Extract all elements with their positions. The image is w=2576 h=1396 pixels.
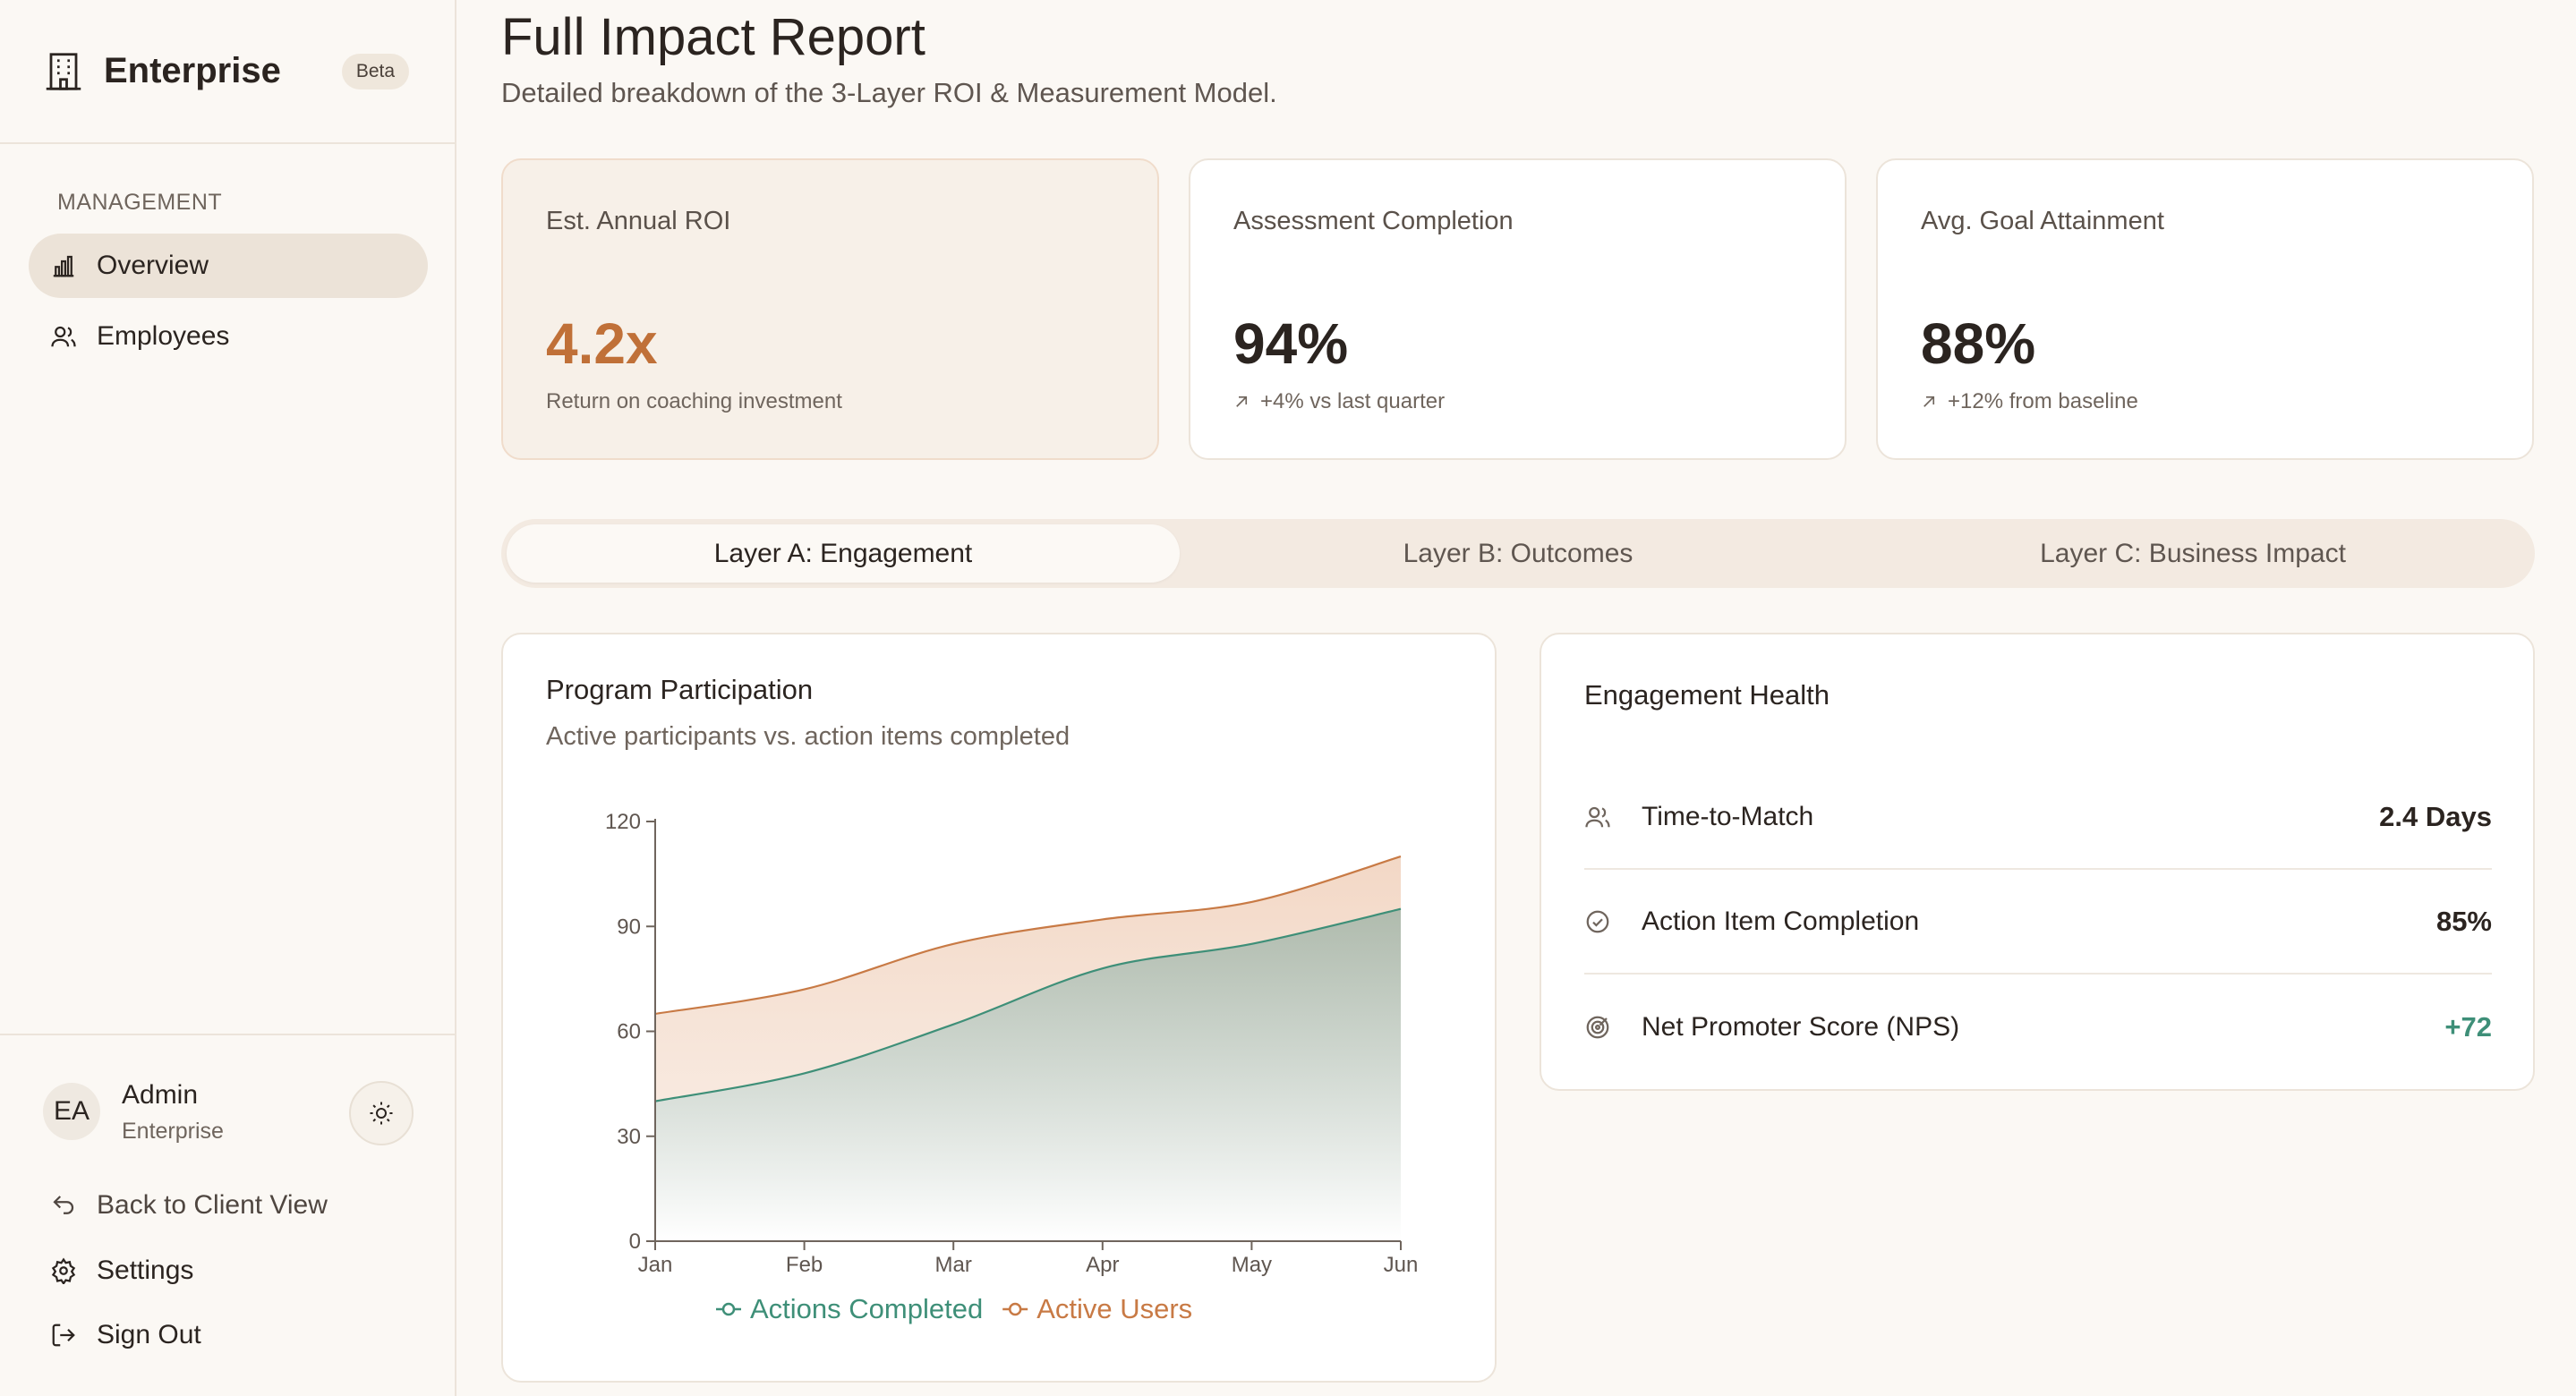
y-tick-label: 0 [629,1230,641,1254]
series-line-actions-completed [654,907,1402,1102]
sidebar-footer-divider [0,1034,455,1035]
kpi-note-text: +4% vs last quarter [1260,389,1446,413]
y-tick-label: 120 [605,810,641,834]
link-label: Sign Out [97,1320,201,1349]
metric-action-item-completion: Action Item Completion 85% [1584,870,2492,975]
program-participation-card: Program Participation Active participant… [501,633,1497,1383]
x-tick-label: Jun [1384,1253,1419,1277]
y-tick-label: 30 [617,1125,641,1149]
kpi-note: +12% from baseline [1921,389,2138,414]
link-label: Settings [97,1256,194,1285]
link-label: Back to Client View [97,1190,328,1220]
legend-label: Actions Completed [750,1293,983,1324]
kpi-value: 94% [1233,311,1349,376]
x-tick-label: May [1232,1253,1272,1277]
user-org: Enterprise [122,1119,224,1144]
card-subtitle: Active participants vs. action items com… [546,722,1070,751]
legend-swatch-marker [1008,1302,1022,1316]
sign-out-icon [52,1324,75,1347]
x-tick-label: Apr [1086,1253,1119,1277]
metric-value: +72 [2444,1010,2492,1043]
layer-tabs: Layer A: Engagement Layer B: Outcomes La… [501,519,2535,588]
beta-badge: Beta [341,53,410,89]
kpi-note: Return on coaching investment [546,389,842,414]
sidebar-item-label: Employees [97,321,230,351]
kpi-title: Assessment Completion [1233,207,1514,235]
legend-label: Active Users [1036,1293,1192,1324]
legend-swatch-marker [721,1302,736,1316]
x-tick-label: Mar [935,1253,972,1277]
series-area-actions-completed [655,908,1401,1241]
kpi-note-text: +12% from baseline [1948,389,2138,413]
back-to-client-view-link[interactable]: Back to Client View [50,1190,328,1221]
metric-value: 85% [2435,905,2492,937]
metric-time-to-match: Time-to-Match 2.4 Days [1584,765,2492,870]
sidebar: Enterprise Beta MANAGEMENT Overview Empl… [0,0,456,1396]
kpi-note: +4% vs last quarter [1233,389,1445,414]
engagement-health-card: Engagement Health Time-to-Match 2.4 Days… [1540,633,2535,1091]
user-name: Admin [122,1080,199,1110]
sidebar-item-employees[interactable]: Employees [29,304,428,369]
arrow-up-right-icon [1236,396,1248,407]
page-subtitle: Detailed breakdown of the 3-Layer ROI & … [501,77,1277,108]
card-title: Engagement Health [1584,679,1830,711]
avatar[interactable]: EA [43,1083,100,1140]
building-icon [46,52,81,90]
metric-label: Time-to-Match [1642,801,1814,831]
bar-chart-icon [53,255,74,277]
kpi-card-roi: Est. Annual ROI 4.2x Return on coaching … [501,158,1159,460]
gear-icon [51,1257,76,1284]
kpi-value: 88% [1921,311,2036,376]
sidebar-item-overview[interactable]: Overview [29,234,428,298]
sun-icon [370,1102,393,1125]
kpi-card-assessment: Assessment Completion 94% +4% vs last qu… [1189,158,1847,460]
tab-layer-b[interactable]: Layer B: Outcomes [1403,538,1633,568]
kpi-title: Avg. Goal Attainment [1921,207,2164,235]
arrow-up-right-icon [1923,396,1935,407]
y-tick-label: 90 [617,915,641,939]
card-title: Program Participation [546,674,814,705]
target-icon [1586,1016,1609,1038]
kpi-card-goal: Avg. Goal Attainment 88% +12% from basel… [1876,158,2534,460]
participation-area-chart: 0 30 60 90 120 Jan Feb Mar Apr May Jun Actions Comp… [605,810,1419,1324]
tab-layer-a[interactable]: Layer A: Engagement [507,524,1180,583]
settings-link[interactable]: Settings [50,1256,193,1286]
brand-name: Enterprise [104,51,281,90]
x-tick-label: Jan [638,1253,673,1277]
metric-label: Net Promoter Score (NPS) [1642,1011,1960,1042]
brand-header: Enterprise Beta [0,0,455,144]
undo-arrow-icon [53,1196,74,1214]
users-icon [51,326,76,347]
check-circle-icon [1586,910,1609,932]
series-line-active-users [654,855,1402,1016]
kpi-note-text: Return on coaching investment [546,389,842,413]
kpi-value: 4.2x [546,311,658,376]
kpi-title: Est. Annual ROI [546,207,731,235]
tab-layer-c[interactable]: Layer C: Business Impact [2040,538,2346,568]
metric-value: 2.4 Days [2379,800,2492,832]
theme-toggle-button[interactable] [349,1081,414,1145]
sign-out-link[interactable]: Sign Out [50,1320,201,1350]
section-label: MANAGEMENT [57,190,223,215]
x-tick-label: Feb [786,1253,823,1277]
metric-label: Action Item Completion [1642,906,1920,936]
y-tick-label: 60 [617,1020,641,1044]
users-icon [1585,806,1610,827]
sidebar-item-label: Overview [97,251,209,280]
page-title: Full Impact Report [501,8,925,66]
metric-nps: Net Promoter Score (NPS) +72 [1584,975,2492,1079]
